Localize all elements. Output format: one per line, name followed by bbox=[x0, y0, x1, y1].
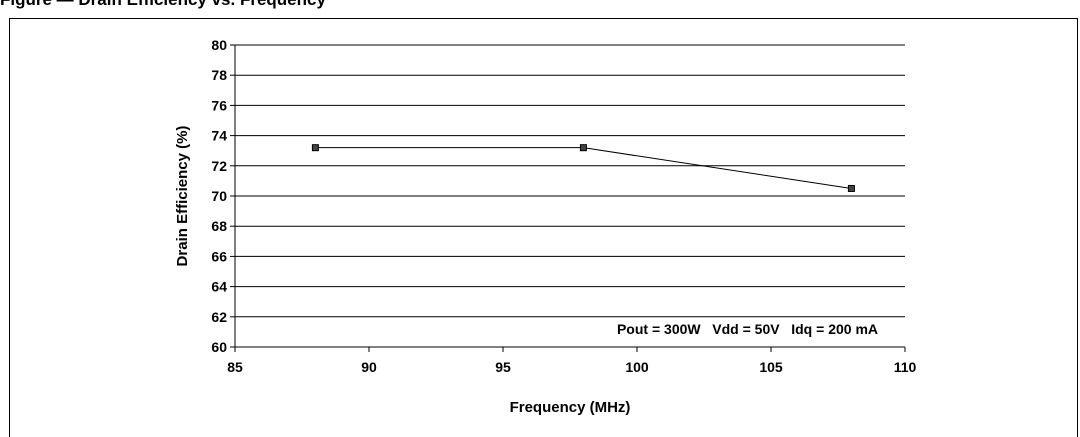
tick-label-x-105: 105 bbox=[759, 359, 783, 375]
tick-label-x-110: 110 bbox=[894, 359, 917, 375]
tick-label-y-68: 68 bbox=[211, 218, 227, 234]
tick-label-y-76: 76 bbox=[211, 97, 227, 113]
tick-label-y-62: 62 bbox=[211, 309, 227, 325]
series-line-0 bbox=[315, 147, 852, 189]
tick-label-x-85: 85 bbox=[227, 359, 243, 375]
tick-label-y-60: 60 bbox=[211, 339, 227, 355]
tick-label-y-78: 78 bbox=[211, 67, 227, 83]
tick-label-y-64: 64 bbox=[211, 279, 227, 295]
tick-label-x-95: 95 bbox=[495, 359, 511, 375]
x-axis-title: Frequency (MHz) bbox=[510, 399, 631, 416]
tick-label-y-66: 66 bbox=[211, 248, 227, 264]
tick-label-y-80: 80 bbox=[211, 37, 227, 53]
tick-label-y-72: 72 bbox=[211, 158, 227, 174]
conditions-annotation: Pout = 300W Vdd = 50V Idq = 200 mA bbox=[617, 321, 878, 337]
data-series bbox=[311, 144, 855, 192]
grid-lines bbox=[234, 44, 905, 348]
chart-frame bbox=[9, 18, 1078, 437]
y-axis-title: Drain Efficiency (%) bbox=[174, 126, 191, 267]
data-point-88 bbox=[311, 144, 319, 152]
data-point-108 bbox=[847, 184, 855, 192]
figure-title: Figure — Drain Efficiency vs. Frequency bbox=[0, 0, 326, 10]
tick-label-y-74: 74 bbox=[211, 128, 227, 144]
axis-ticks: 60 62 64 66 68 70 72 74 76 78 80 85 90 95 100 105 110 bbox=[211, 37, 916, 375]
tick-label-x-100: 100 bbox=[625, 359, 649, 375]
data-point-98 bbox=[579, 144, 587, 152]
tick-label-y-70: 70 bbox=[211, 188, 227, 204]
tick-label-x-90: 90 bbox=[361, 359, 377, 375]
